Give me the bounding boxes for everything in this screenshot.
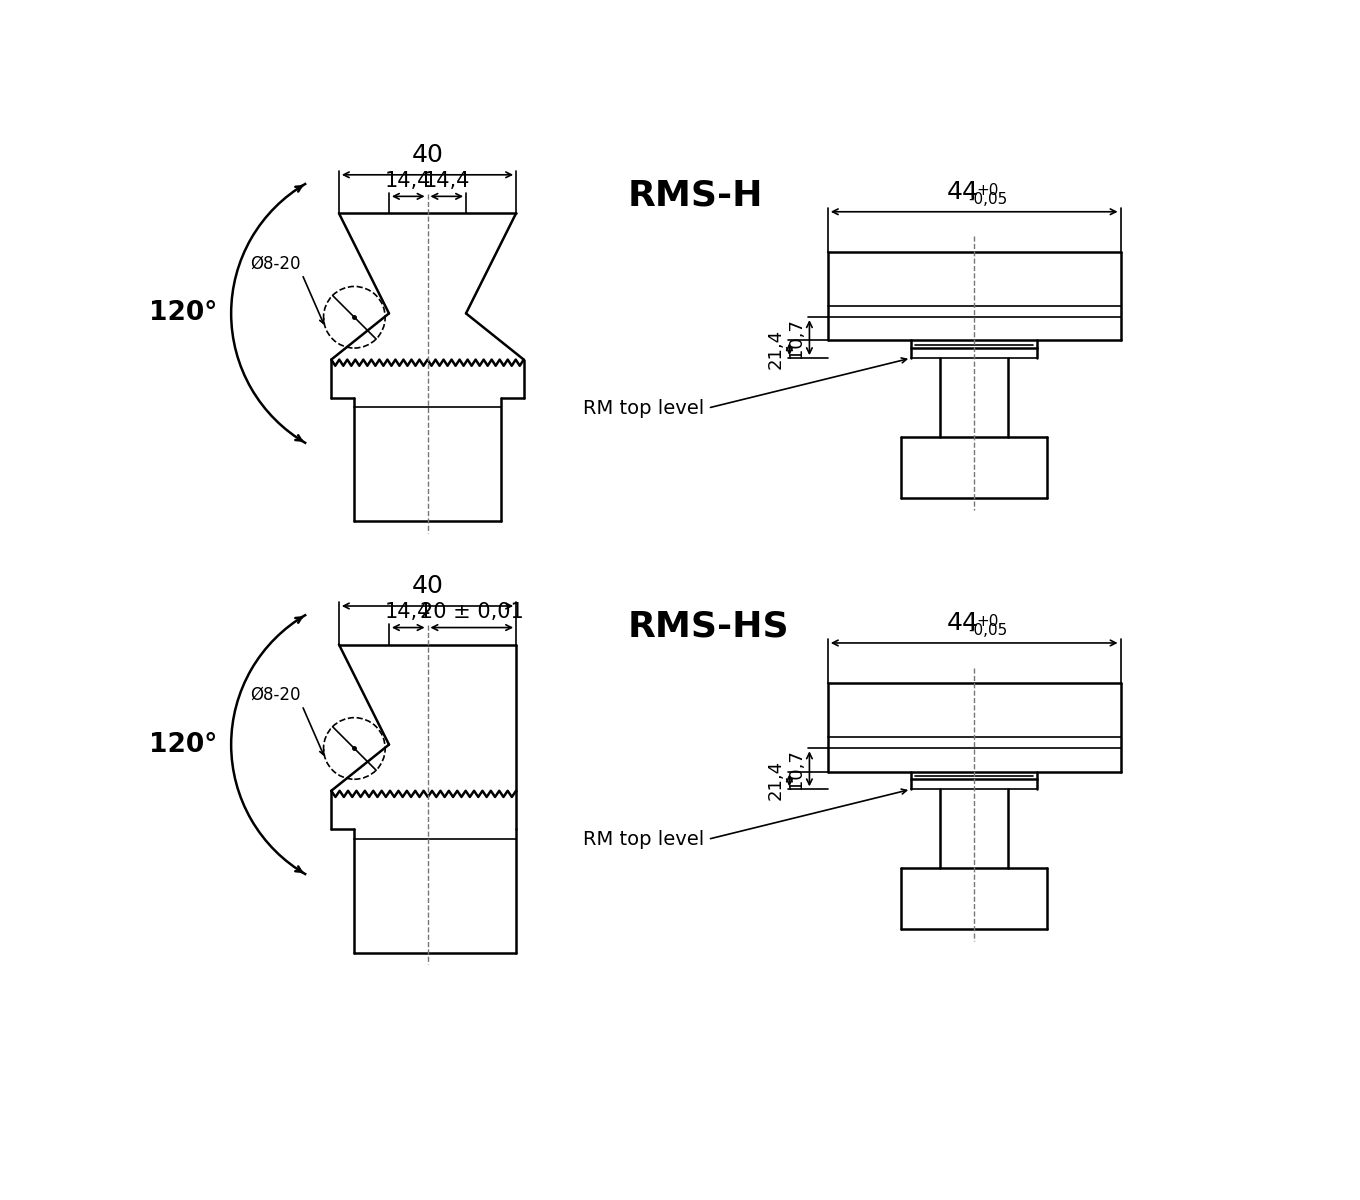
Text: 14,4: 14,4 — [423, 170, 471, 191]
Text: Ø8-20: Ø8-20 — [250, 254, 301, 272]
Text: 44: 44 — [947, 611, 979, 635]
Text: 120°: 120° — [148, 300, 218, 326]
Text: 20 ± 0,01: 20 ± 0,01 — [420, 602, 524, 622]
Text: 21,4: 21,4 — [767, 761, 785, 800]
Text: 40: 40 — [412, 143, 443, 167]
Text: 120°: 120° — [148, 732, 218, 757]
Text: -0,05: -0,05 — [968, 192, 1008, 208]
Text: Ø8-20: Ø8-20 — [250, 685, 301, 703]
Text: 44: 44 — [947, 180, 979, 204]
Text: 14,4: 14,4 — [385, 170, 431, 191]
Text: +0: +0 — [976, 614, 1000, 629]
Text: RMS-H: RMS-H — [628, 179, 763, 212]
Text: 14,4: 14,4 — [385, 602, 431, 622]
Text: +0: +0 — [976, 182, 1000, 198]
Text: 40: 40 — [412, 575, 443, 599]
Text: 10,7: 10,7 — [787, 318, 805, 358]
Text: 10,7: 10,7 — [787, 749, 805, 788]
Text: RM top level: RM top level — [583, 398, 704, 418]
Text: RMS-HS: RMS-HS — [628, 610, 789, 644]
Text: 21,4: 21,4 — [767, 329, 785, 370]
Text: RM top level: RM top level — [583, 830, 704, 848]
Text: -0,05: -0,05 — [968, 623, 1008, 638]
